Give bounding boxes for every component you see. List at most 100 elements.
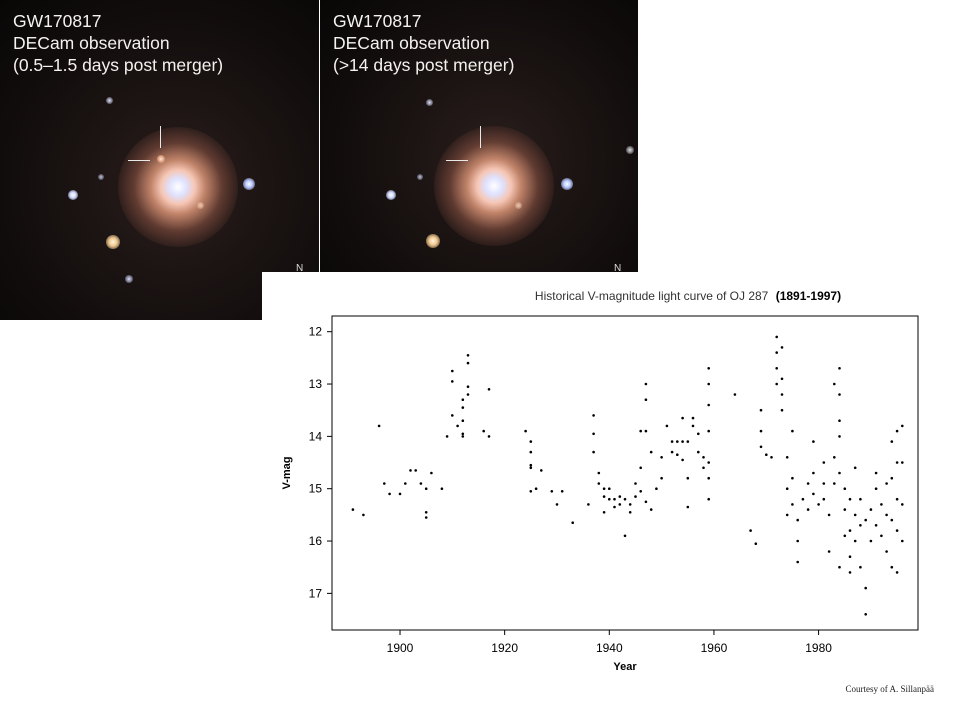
- data-point: [613, 497, 616, 501]
- data-point: [351, 508, 355, 511]
- star: [98, 174, 104, 180]
- data-point: [707, 497, 710, 501]
- data-point: [812, 471, 815, 475]
- star: [426, 99, 433, 106]
- data-point: [812, 440, 815, 443]
- y-tick-label: 13: [309, 377, 323, 391]
- data-point: [529, 463, 533, 467]
- data-points: [351, 335, 904, 616]
- data-point: [895, 571, 899, 574]
- data-point: [838, 393, 841, 396]
- data-point: [456, 424, 459, 428]
- caption-line: GW170817: [333, 11, 422, 31]
- data-point: [838, 565, 841, 569]
- data-point: [623, 497, 627, 501]
- data-point: [759, 429, 763, 433]
- data-point: [424, 516, 428, 519]
- data-point: [765, 453, 768, 456]
- light-curve-chart: Historical V-magnitude light curve of OJ…: [281, 289, 919, 673]
- data-point: [822, 482, 826, 485]
- data-point: [874, 471, 878, 475]
- transient-source: [157, 155, 165, 163]
- data-point: [461, 419, 465, 422]
- data-point: [466, 361, 470, 365]
- data-point: [571, 521, 574, 524]
- data-point: [833, 456, 836, 459]
- data-point: [529, 450, 533, 454]
- data-point: [885, 513, 888, 517]
- data-point: [895, 497, 899, 501]
- data-point: [697, 432, 700, 436]
- chart-title: Historical V-magnitude light curve of OJ…: [535, 289, 841, 303]
- data-point: [686, 476, 690, 480]
- data-point: [864, 586, 867, 590]
- data-point: [885, 550, 888, 553]
- data-point: [602, 511, 606, 514]
- y-tick-label: 15: [309, 482, 323, 496]
- caption-line: DECam observation: [13, 33, 170, 53]
- host-galaxy: [434, 126, 554, 246]
- data-point: [890, 565, 894, 569]
- data-point: [592, 450, 595, 454]
- data-point: [670, 450, 674, 454]
- data-point: [686, 440, 690, 443]
- data-point: [534, 487, 538, 490]
- data-point: [775, 335, 778, 339]
- panel-caption: GW170817 DECam observation (0.5–1.5 days…: [13, 10, 223, 76]
- data-point: [838, 419, 841, 422]
- data-point: [864, 518, 867, 522]
- data-point: [785, 456, 789, 459]
- data-point: [848, 571, 852, 574]
- plot-frame: [331, 315, 919, 631]
- data-point: [859, 497, 862, 501]
- data-point: [529, 466, 533, 470]
- caption-line: DECam observation: [333, 33, 490, 53]
- data-point: [702, 466, 705, 470]
- data-point: [592, 432, 595, 436]
- data-point: [550, 490, 554, 493]
- data-point: [801, 497, 805, 501]
- crosshair-horizontal: [446, 160, 468, 161]
- data-point: [424, 511, 428, 514]
- data-point: [817, 503, 820, 506]
- data-point: [404, 482, 407, 485]
- data-point: [775, 351, 778, 354]
- data-point: [707, 429, 710, 433]
- star: [106, 235, 120, 249]
- data-point: [749, 529, 752, 532]
- data-point: [592, 414, 595, 417]
- data-point: [628, 503, 632, 506]
- data-point: [691, 416, 695, 420]
- data-point: [895, 529, 899, 532]
- data-point: [796, 539, 799, 543]
- y-tick-label: 16: [309, 534, 323, 548]
- data-point: [885, 482, 888, 485]
- panel-caption: GW170817 DECam observation (>14 days pos…: [333, 10, 514, 76]
- host-galaxy: [118, 127, 238, 247]
- y-tick-label: 17: [309, 586, 323, 600]
- data-point: [634, 482, 637, 485]
- data-point: [806, 482, 810, 485]
- data-point: [859, 565, 862, 569]
- data-point: [853, 466, 857, 470]
- data-point: [785, 513, 789, 517]
- compass-north-label: N: [614, 263, 622, 272]
- data-point: [628, 511, 632, 514]
- data-point: [587, 503, 590, 506]
- data-point: [461, 406, 465, 409]
- data-point: [843, 487, 847, 490]
- chart-title-years: (1891-1997): [776, 289, 841, 303]
- data-point: [560, 490, 564, 493]
- x-tick-label: 1900: [387, 641, 414, 655]
- decam-image-early: GW170817 DECam observation (0.5–1.5 days…: [0, 0, 319, 320]
- data-point: [780, 377, 784, 381]
- data-point: [822, 461, 826, 464]
- star: [106, 97, 113, 104]
- data-point: [634, 495, 637, 498]
- data-point: [670, 440, 674, 443]
- data-point: [848, 555, 852, 558]
- chart-title-main: Historical V-magnitude light curve of OJ…: [535, 289, 769, 303]
- data-point: [529, 490, 533, 493]
- data-point: [655, 487, 658, 490]
- data-point: [806, 508, 810, 511]
